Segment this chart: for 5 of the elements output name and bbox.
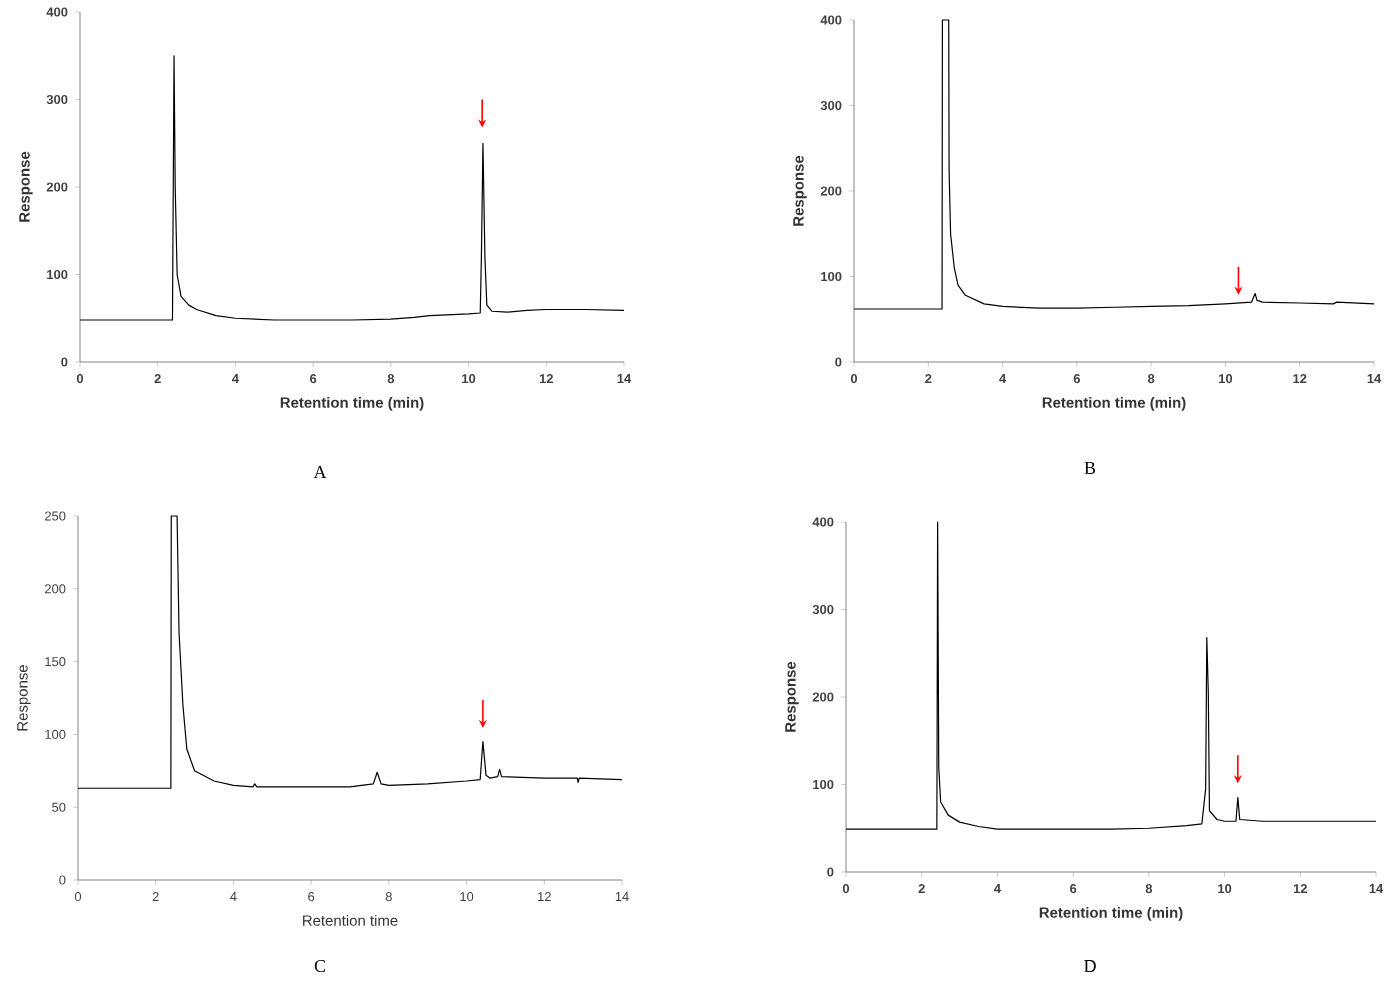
text: A	[313, 466, 327, 478]
text: C	[314, 959, 326, 973]
line-series	[853, 19, 1375, 310]
text: B	[1084, 462, 1096, 474]
text: D	[1084, 960, 1096, 972]
